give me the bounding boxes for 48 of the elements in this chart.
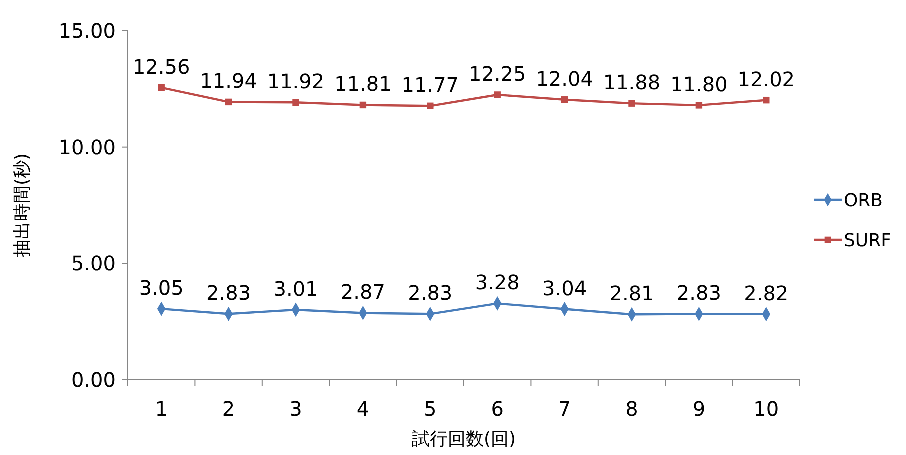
- data-label: 2.82: [744, 281, 789, 306]
- point: [561, 96, 568, 104]
- x-tick-label: 5: [424, 397, 437, 421]
- x-tick-label: 2: [222, 397, 236, 421]
- data-label: 12.02: [738, 67, 796, 92]
- data-label: 3.01: [274, 276, 318, 301]
- data-label: 11.88: [603, 70, 661, 95]
- x-tick-label: 9: [692, 397, 706, 421]
- y-tick-label: 0.00: [71, 368, 116, 392]
- point: [292, 99, 300, 106]
- point: [696, 102, 703, 109]
- y-axis-title: 抽出時間(秒): [12, 153, 33, 258]
- legend-label: ORB: [844, 190, 884, 212]
- data-label: 11.77: [402, 73, 460, 98]
- point: [225, 98, 232, 106]
- data-label: 2.83: [676, 281, 722, 306]
- x-tick-label: 6: [491, 397, 504, 421]
- x-axis-title: 試行回数(回): [412, 429, 516, 450]
- point: [763, 96, 770, 104]
- y-tick-label: 10.00: [58, 135, 116, 160]
- x-tick-label: 1: [155, 397, 168, 421]
- data-label: 11.94: [200, 69, 258, 94]
- legend-label: SURF: [844, 230, 892, 252]
- data-label: 2.83: [408, 281, 453, 306]
- point: [158, 84, 165, 92]
- point: [427, 102, 434, 110]
- point: [628, 100, 636, 107]
- data-label: 12.56: [132, 54, 190, 79]
- point: [360, 102, 367, 109]
- data-label: 2.83: [206, 281, 252, 306]
- data-label: 3.04: [542, 276, 588, 300]
- data-label: 3.05: [139, 276, 184, 300]
- data-label: 2.81: [610, 282, 654, 306]
- data-label: 11.80: [670, 72, 728, 96]
- x-tick-label: 8: [626, 397, 638, 421]
- data-label: 12.25: [468, 62, 526, 86]
- data-label: 11.92: [267, 70, 325, 94]
- data-label: 12.04: [536, 66, 594, 91]
- x-tick-label: 4: [356, 397, 370, 421]
- y-tick-label: 5.00: [71, 252, 116, 276]
- y-tick-label: 15.00: [58, 19, 116, 43]
- point: [494, 92, 501, 98]
- data-label: 3.28: [475, 270, 520, 295]
- x-tick-label: 7: [558, 397, 572, 421]
- data-label: 11.81: [334, 72, 392, 96]
- data-label: 2.87: [340, 280, 386, 304]
- x-tick-label: 10: [754, 397, 780, 421]
- x-tick-label: 3: [290, 397, 302, 421]
